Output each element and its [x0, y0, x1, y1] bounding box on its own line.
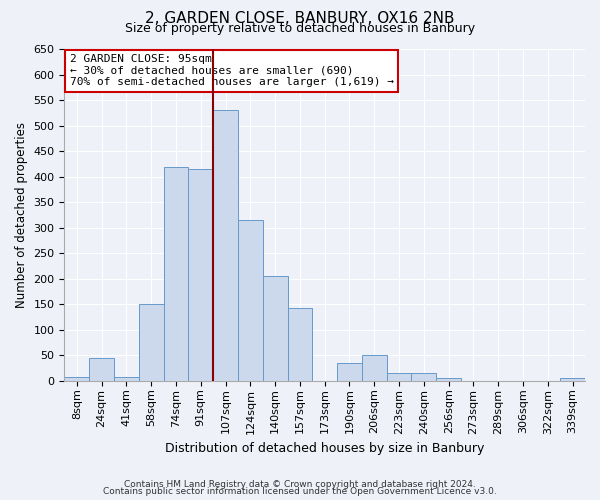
Bar [114, 377, 139, 381]
Bar [164, 168, 188, 381]
Bar [337, 363, 362, 381]
Bar [386, 373, 412, 381]
Bar [89, 358, 114, 381]
Bar [139, 304, 164, 381]
Bar [188, 169, 213, 381]
Text: 2 GARDEN CLOSE: 95sqm
← 30% of detached houses are smaller (690)
70% of semi-det: 2 GARDEN CLOSE: 95sqm ← 30% of detached … [70, 54, 394, 87]
Text: 2, GARDEN CLOSE, BANBURY, OX16 2NB: 2, GARDEN CLOSE, BANBURY, OX16 2NB [145, 11, 455, 26]
Bar [412, 373, 436, 381]
Y-axis label: Number of detached properties: Number of detached properties [15, 122, 28, 308]
Bar [263, 276, 287, 381]
X-axis label: Distribution of detached houses by size in Banbury: Distribution of detached houses by size … [165, 442, 484, 455]
Bar [362, 356, 386, 381]
Text: Contains public sector information licensed under the Open Government Licence v3: Contains public sector information licen… [103, 487, 497, 496]
Bar [213, 110, 238, 381]
Bar [238, 220, 263, 381]
Bar [436, 378, 461, 381]
Bar [287, 308, 313, 381]
Bar [560, 378, 585, 381]
Bar [64, 377, 89, 381]
Text: Size of property relative to detached houses in Banbury: Size of property relative to detached ho… [125, 22, 475, 35]
Text: Contains HM Land Registry data © Crown copyright and database right 2024.: Contains HM Land Registry data © Crown c… [124, 480, 476, 489]
